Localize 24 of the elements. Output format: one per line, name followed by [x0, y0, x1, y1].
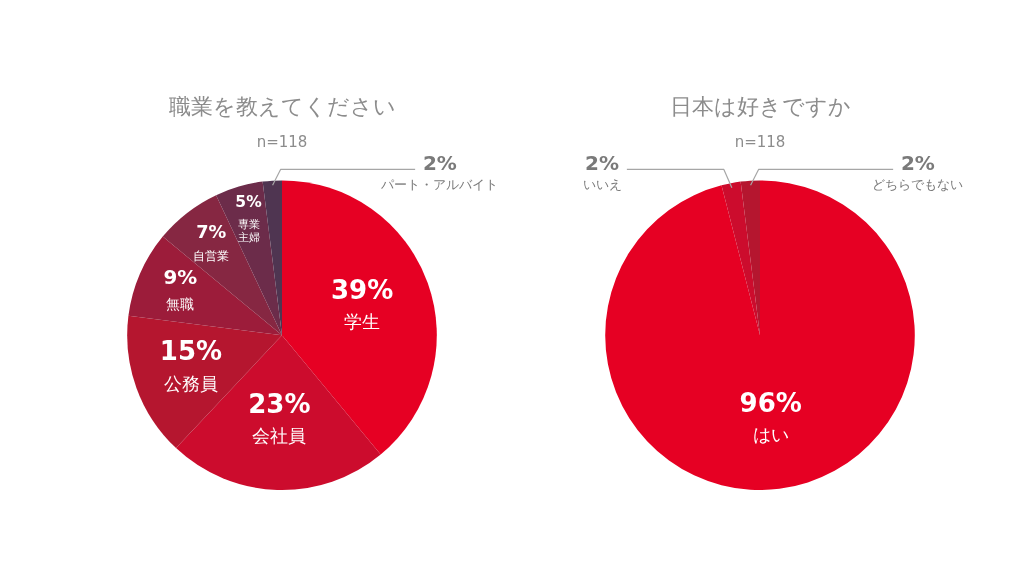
slice-label: どちらでもない [872, 176, 964, 192]
data-label: 39% [330, 274, 394, 305]
slice-label: はい [752, 424, 789, 446]
chart-subtitle: n=118 [734, 133, 786, 152]
data-label: 7% [196, 221, 227, 242]
data-label: 9% [163, 266, 198, 290]
data-label: 2% [422, 150, 457, 175]
data-label: 15% [159, 336, 223, 367]
chart-subtitle: n=118 [256, 133, 308, 152]
slice-label: 公務員 [163, 372, 218, 394]
slice-label: 無職 [166, 295, 195, 312]
chart-title: 日本は好きですか [669, 93, 851, 119]
data-label: 2% [585, 150, 620, 175]
slice-label: 学生 [344, 311, 381, 333]
slice-label: 会社員 [252, 424, 307, 446]
slice-label: いいえ [582, 176, 622, 192]
slice-label: 自営業 [193, 249, 230, 264]
slice-label: パート・アルバイト [380, 176, 499, 192]
data-label: 23% [248, 388, 311, 419]
data-label: 2% [900, 150, 935, 175]
data-label: 96% [739, 388, 802, 419]
data-label: 5% [235, 193, 263, 212]
chart-title: 職業を教えてください [168, 93, 396, 119]
slice-label: 専業主婦 [237, 218, 260, 244]
